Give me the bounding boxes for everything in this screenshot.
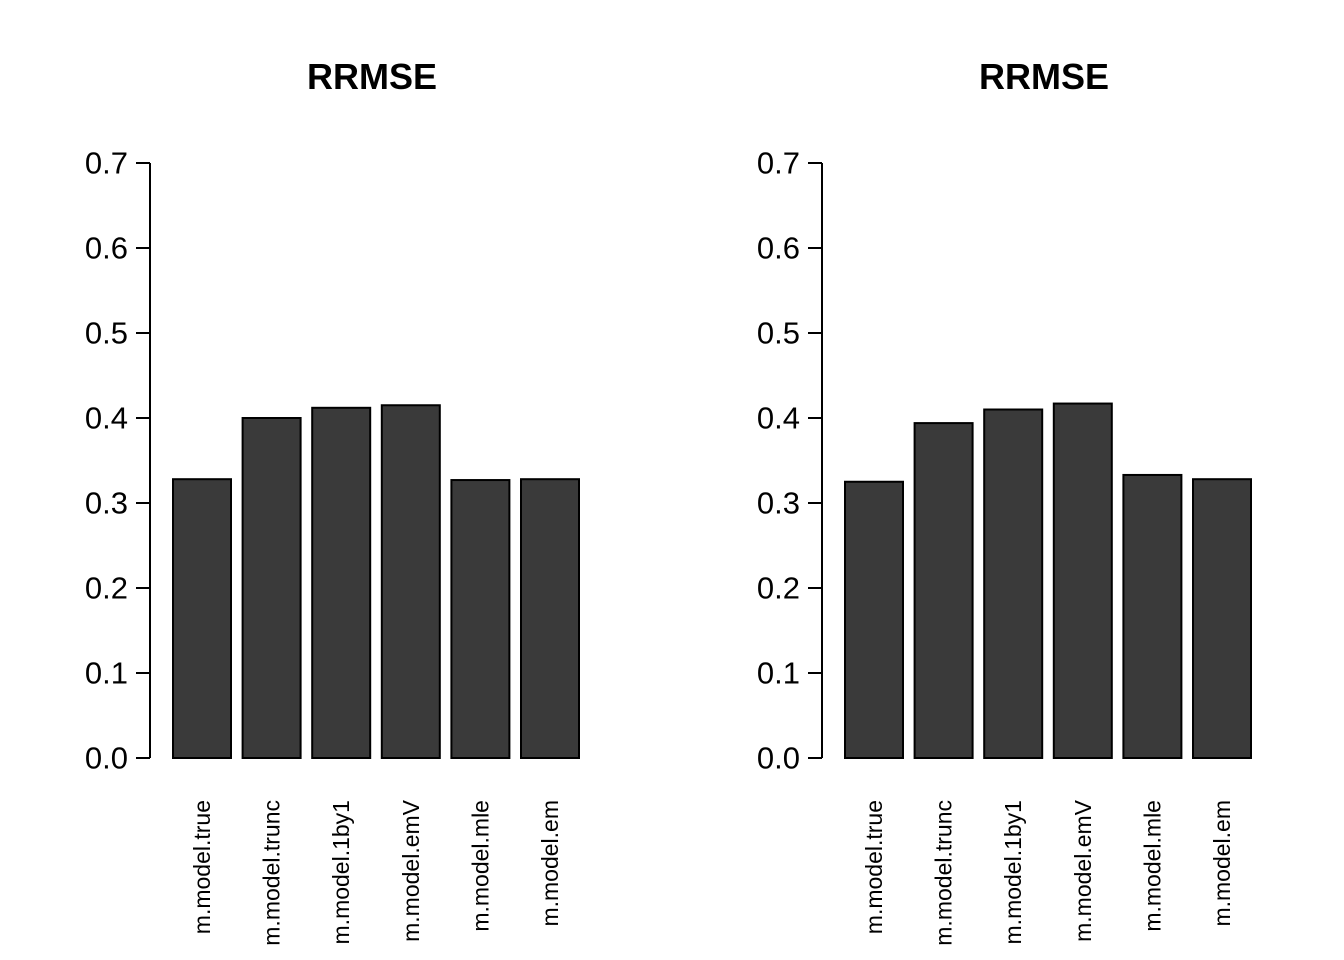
rrmse-chart-right: RRMSE 0.0 0.1 0.2 0.3 0.4 0.5 0.6 0.7 m.model.tru… xyxy=(672,0,1344,960)
y-tick-label: 0.4 xyxy=(85,401,128,436)
bar-m.model.1by1 xyxy=(983,408,1044,759)
bar-m.model.1by1 xyxy=(311,406,372,759)
bar-chart-svg: RRMSE 0.0 0.1 0.2 0.3 0.4 0.5 0.6 0.7 m.model.tru… xyxy=(85,56,580,946)
x-category-label: m.model.trunc xyxy=(259,800,285,946)
rrmse-chart-left: RRMSE 0.0 0.1 0.2 0.3 0.4 0.5 0.6 0.7 m.model.tru… xyxy=(85,56,580,946)
x-category-label: m.model.em xyxy=(1209,800,1235,927)
y-tick-label: 0.1 xyxy=(757,656,800,691)
bar-m.model.em xyxy=(1192,478,1252,759)
x-category-label: m.model.emV xyxy=(398,799,424,942)
y-tick-label: 0.7 xyxy=(757,146,800,181)
y-tick-label: 0.0 xyxy=(85,741,128,776)
x-category-label: m.model.em xyxy=(537,800,563,927)
x-category-label: m.model.mle xyxy=(1139,800,1165,932)
bar-m.model.mle xyxy=(1122,473,1183,759)
y-tick-label: 0.4 xyxy=(757,401,800,436)
y-tick-label: 0.6 xyxy=(85,231,128,266)
bar-m.model.true xyxy=(172,478,232,759)
y-tick-label: 0.0 xyxy=(757,741,800,776)
chart-title: RRMSE xyxy=(979,56,1109,97)
y-tick-label: 0.2 xyxy=(85,571,128,606)
bar-m.model.emV xyxy=(1052,402,1113,759)
x-category-label: m.model.true xyxy=(189,800,215,934)
bar-m.model.trunc xyxy=(913,422,974,759)
bar-m.model.emV xyxy=(380,404,441,759)
y-tick-label: 0.5 xyxy=(85,316,128,351)
x-category-label: m.model.true xyxy=(861,800,887,934)
bar-chart-svg: RRMSE 0.0 0.1 0.2 0.3 0.4 0.5 0.6 0.7 m.model.tru… xyxy=(757,56,1252,946)
bar-m.model.trunc xyxy=(241,417,302,759)
bar-m.model.mle xyxy=(450,479,511,759)
y-tick-label: 0.2 xyxy=(757,571,800,606)
y-tick-label: 0.7 xyxy=(85,146,128,181)
chart-title: RRMSE xyxy=(307,56,437,97)
y-tick-label: 0.1 xyxy=(85,656,128,691)
x-category-label: m.model.1by1 xyxy=(328,800,354,944)
bar-m.model.em xyxy=(520,478,580,759)
y-tick-label: 0.3 xyxy=(757,486,800,521)
x-category-label: m.model.1by1 xyxy=(1000,800,1026,944)
y-tick-label: 0.3 xyxy=(85,486,128,521)
x-category-label: m.model.trunc xyxy=(931,800,957,946)
y-tick-label: 0.5 xyxy=(757,316,800,351)
x-category-label: m.model.mle xyxy=(467,800,493,932)
x-category-label: m.model.emV xyxy=(1070,799,1096,942)
y-tick-label: 0.6 xyxy=(757,231,800,266)
bar-m.model.true xyxy=(844,480,904,759)
